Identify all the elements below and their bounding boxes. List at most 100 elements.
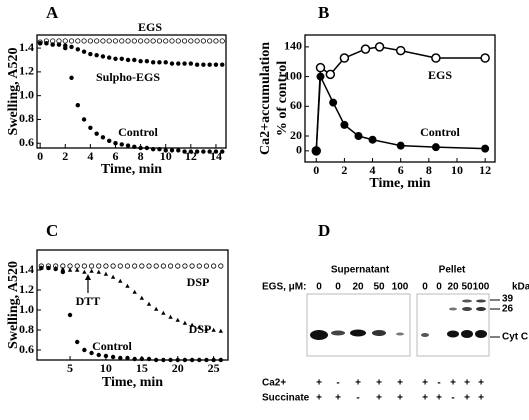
point: [360, 44, 371, 54]
marker-label: 39: [502, 294, 514, 305]
row-label: Ca2+: [262, 378, 286, 389]
x-tick-label: 8: [426, 163, 432, 177]
point: [100, 54, 106, 59]
band: [372, 330, 386, 336]
arrows: [490, 299, 500, 338]
panel-label: A: [46, 3, 59, 22]
point: [94, 38, 100, 44]
point: [146, 263, 152, 269]
point: [119, 38, 125, 44]
y-tick-label: 1.2: [19, 64, 34, 78]
point: [211, 357, 216, 363]
point: [480, 53, 490, 63]
point: [182, 149, 187, 154]
series-line: [315, 75, 486, 151]
point: [67, 267, 73, 272]
point: [81, 263, 87, 269]
sign: +: [376, 393, 382, 404]
point: [96, 263, 102, 269]
point: [44, 41, 49, 46]
point: [67, 312, 73, 318]
y-tick-label: 140: [284, 39, 302, 53]
y-tick-label: 1.4: [19, 262, 34, 276]
band: [310, 330, 328, 340]
x-tick-label: 5: [67, 361, 73, 375]
point: [201, 149, 206, 154]
lane-label: 20: [447, 282, 459, 293]
point: [107, 138, 112, 144]
series-label: Control: [118, 125, 158, 139]
x-tick-label: 20: [172, 361, 184, 375]
point: [368, 135, 377, 144]
sign: -: [336, 378, 339, 389]
point: [160, 263, 166, 269]
point: [150, 38, 156, 44]
point: [68, 38, 75, 44]
point: [37, 41, 43, 46]
point: [188, 38, 194, 44]
point: [167, 263, 174, 269]
point: [150, 60, 156, 65]
band-label: Cyt C: [502, 332, 528, 343]
series-label: Control: [92, 339, 132, 353]
point: [197, 357, 202, 363]
point: [156, 38, 163, 44]
point: [161, 310, 166, 315]
point: [396, 141, 405, 150]
blot: [306, 293, 411, 357]
lane-label: 0: [335, 282, 341, 293]
panel-label: B: [318, 3, 329, 22]
point: [110, 274, 116, 279]
point: [75, 38, 81, 44]
point: [157, 60, 162, 65]
point: [481, 144, 490, 153]
point: [218, 263, 224, 269]
point: [132, 57, 137, 63]
point: [113, 141, 118, 146]
point: [189, 263, 195, 269]
point: [69, 75, 74, 81]
point: [89, 350, 94, 356]
point: [188, 61, 194, 66]
point: [153, 357, 159, 363]
lane-label: 0: [316, 282, 322, 293]
bands: [310, 299, 487, 340]
point: [168, 314, 173, 319]
point: [100, 38, 106, 44]
sign: -: [451, 393, 454, 404]
chart: A Time, min Swelling, A520 0 2 4 6 8 10 12 14 0.6 0.…: [6, 3, 227, 177]
point: [329, 98, 338, 107]
point: [125, 283, 130, 288]
point: [194, 62, 200, 67]
point: [213, 38, 219, 44]
point: [60, 269, 66, 275]
point: [75, 102, 81, 108]
x-axis-label: Time, min: [102, 375, 163, 390]
point: [117, 263, 123, 269]
point: [153, 263, 159, 269]
gel-panel: D Supernatant Pellet EGS, μM: kDa: [262, 221, 529, 404]
sign: +: [316, 378, 322, 389]
plot-frame: [36, 34, 227, 149]
point: [69, 44, 74, 50]
point: [138, 58, 143, 64]
lane-header: EGS, μM:: [262, 282, 306, 293]
point: [125, 355, 130, 361]
point: [204, 357, 209, 363]
point: [189, 322, 195, 327]
point: [100, 135, 106, 140]
x-tick-label: 4: [370, 163, 376, 177]
x-tick-label: 15: [136, 361, 148, 375]
point: [74, 263, 80, 269]
sign: -: [356, 393, 359, 404]
point: [220, 149, 225, 154]
point: [125, 143, 131, 148]
point: [146, 301, 152, 306]
gel-title: Supernatant: [331, 265, 390, 276]
y-tick-label: 1.4: [19, 40, 34, 54]
point: [87, 38, 93, 44]
point: [189, 357, 195, 363]
lane-label: 50: [461, 282, 473, 293]
point: [138, 38, 144, 44]
